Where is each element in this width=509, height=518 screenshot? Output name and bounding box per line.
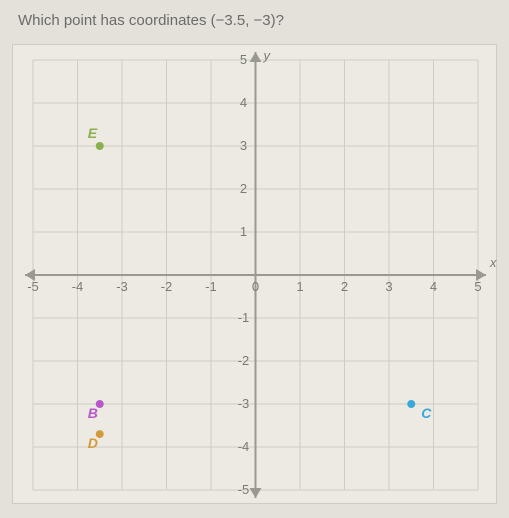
point-label: C xyxy=(421,405,432,421)
y-tick-label: 4 xyxy=(240,95,247,110)
x-tick-label: 2 xyxy=(341,279,348,294)
x-tick-label: 0 xyxy=(252,279,259,294)
x-tick-label: -1 xyxy=(205,279,217,294)
chart-svg: -5-4-3-2-1012345-5-4-3-2-112345xyEBDC xyxy=(13,45,498,505)
x-tick-label: -5 xyxy=(27,279,39,294)
x-tick-label: 4 xyxy=(430,279,437,294)
y-tick-label: 1 xyxy=(240,224,247,239)
question-text: Which point has coordinates (−3.5, −3)? xyxy=(18,12,284,29)
y-tick-label: 5 xyxy=(240,52,247,67)
x-tick-label: 5 xyxy=(474,279,481,294)
x-tick-label: -2 xyxy=(161,279,173,294)
x-axis-label: x xyxy=(489,255,497,270)
y-tick-label: -1 xyxy=(238,310,250,325)
y-axis-label: y xyxy=(263,48,272,63)
point-label: D xyxy=(88,435,98,451)
y-tick-label: 3 xyxy=(240,138,247,153)
y-tick-label: -4 xyxy=(238,439,250,454)
x-tick-label: -4 xyxy=(72,279,84,294)
plot-point xyxy=(96,142,104,150)
x-tick-label: 1 xyxy=(296,279,303,294)
point-label: E xyxy=(88,125,98,141)
x-tick-label: 3 xyxy=(385,279,392,294)
y-tick-label: -2 xyxy=(238,353,250,368)
y-arrow-up xyxy=(250,52,262,62)
x-tick-label: -3 xyxy=(116,279,128,294)
y-tick-label: 2 xyxy=(240,181,247,196)
y-tick-label: -5 xyxy=(238,482,250,497)
y-tick-label: -3 xyxy=(238,396,250,411)
coordinate-chart: -5-4-3-2-1012345-5-4-3-2-112345xyEBDC xyxy=(12,44,497,504)
plot-point xyxy=(407,400,415,408)
y-arrow-down xyxy=(250,488,262,498)
point-label: B xyxy=(88,405,98,421)
